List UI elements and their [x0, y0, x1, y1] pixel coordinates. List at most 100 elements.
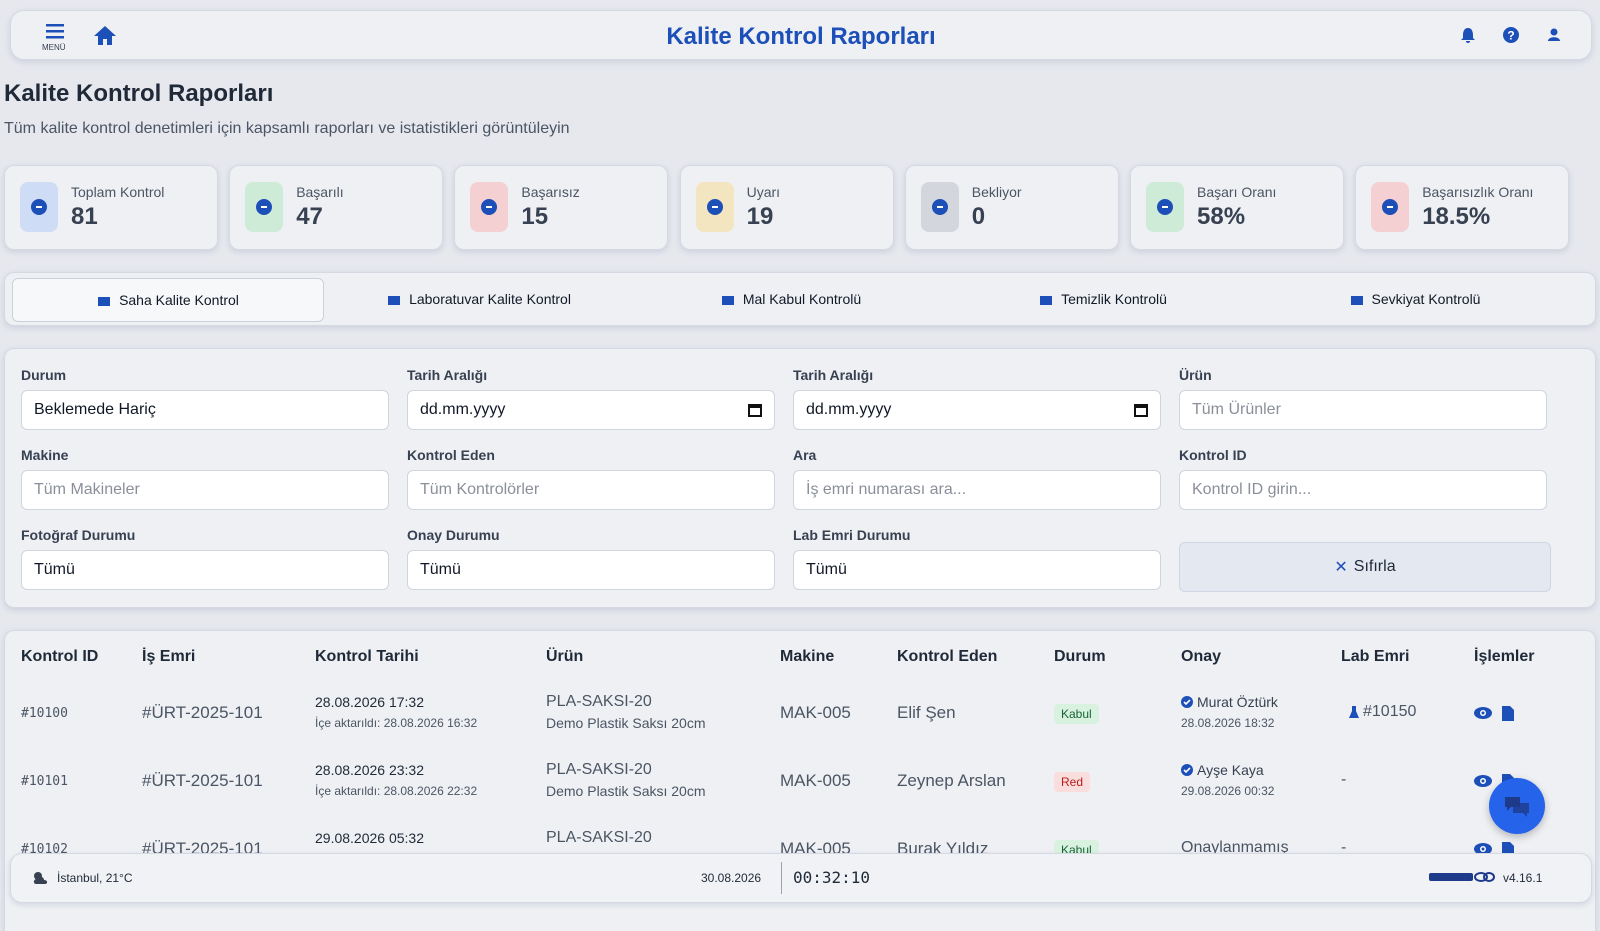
filter-input[interactable]: İş emri numarası ara...	[793, 470, 1161, 510]
stat-glyph-svg	[481, 199, 498, 215]
check-icon	[1181, 764, 1193, 776]
column-header: İşlemler	[1474, 648, 1535, 665]
tab-icon	[1039, 292, 1053, 306]
filter-input[interactable]: dd.mm.yyyy	[793, 390, 1161, 430]
filter-label: Makine	[21, 447, 69, 463]
reset-button[interactable]: ✕ Sıfırla	[1179, 542, 1551, 592]
divider	[781, 862, 782, 894]
view-button[interactable]	[1474, 774, 1492, 789]
control-date: 28.08.2026 23:32	[315, 762, 424, 778]
view-button-svg	[1474, 707, 1492, 719]
brand-logo	[1429, 872, 1495, 882]
tab-icon-svg	[721, 296, 734, 305]
stat-icon	[1146, 182, 1184, 232]
tab[interactable]: Mal Kabul Kontrolü	[636, 278, 946, 320]
stat-icon	[1371, 182, 1410, 232]
stat-glyph	[255, 198, 273, 216]
lab-order: -	[1341, 771, 1346, 789]
filter-label: Lab Emri Durumu	[793, 527, 911, 543]
view-button-svg	[1474, 775, 1492, 787]
stat-glyph-svg	[1157, 199, 1173, 215]
filter-input[interactable]: Tüm Ürünler	[1179, 390, 1547, 430]
stat-glyph	[1156, 198, 1174, 216]
view-button[interactable]	[1474, 842, 1492, 857]
flask-icon	[1349, 705, 1359, 719]
stat-card: Başarı Oranı 58%	[1130, 165, 1344, 250]
product-code: PLA-SAKSI-20	[546, 829, 652, 846]
tab-label: Mal Kabul Kontrolü	[742, 291, 862, 307]
work-order: #ÜRT-2025-101	[142, 771, 263, 790]
filter-value: Tüm Ürünler	[1192, 401, 1281, 418]
filter-input[interactable]: Tüm Makineler	[21, 470, 389, 510]
import-note: İçe aktarıldı: 28.08.2026 22:32	[315, 784, 478, 798]
stat-card: Başarılı 47	[229, 165, 444, 250]
stat-card: Bekliyor 0	[904, 165, 1119, 250]
filter-input[interactable]: Tümü	[793, 550, 1161, 590]
approval-status: Onaylanmamış	[1181, 839, 1289, 856]
filter-input[interactable]: Tümü	[407, 550, 775, 590]
filter-value: Tüm Kontrolörler	[420, 481, 540, 498]
filter-label: Ürün	[1179, 367, 1212, 383]
filter-value: Tümü	[806, 561, 847, 578]
filter-input[interactable]: dd.mm.yyyy	[407, 390, 775, 430]
filter-value: Kontrol ID girin...	[1192, 481, 1312, 498]
version: v4.16.1	[1503, 871, 1543, 885]
filter-value: dd.mm.yyyy	[806, 401, 892, 418]
tab[interactable]: Laboratuvar Kalite Kontrol	[324, 278, 634, 320]
stat-card: Başarısız 15	[454, 165, 669, 250]
stat-glyph-svg	[931, 199, 948, 215]
lab-value: -	[1341, 839, 1347, 856]
stat-value: 0	[971, 203, 986, 230]
stat-glyph-svg	[1382, 199, 1399, 215]
tab-icon	[721, 292, 735, 306]
product-code: PLA-SAKSI-20	[546, 693, 652, 710]
stat-icon	[245, 182, 284, 232]
check-icon-svg	[1181, 764, 1193, 776]
flask-icon-svg	[1349, 705, 1359, 718]
help-button[interactable]: ?	[1502, 26, 1520, 44]
filter-input[interactable]: Kontrol ID girin...	[1179, 470, 1547, 510]
stat-glyph	[931, 198, 949, 216]
control-date: 28.08.2026 17:32	[315, 694, 424, 710]
chat-button[interactable]	[1489, 778, 1545, 834]
work-order: #ÜRT-2025-101	[142, 703, 263, 722]
footer-time: 00:32:10	[793, 868, 871, 887]
tab-icon-svg	[1040, 296, 1053, 305]
filter-input[interactable]: Tüm Kontrolörler	[407, 470, 775, 510]
footer: İstanbul, 21°C 30.08.2026 00:32:10 v4.16…	[10, 853, 1592, 903]
pdf-button[interactable]	[1502, 706, 1514, 721]
approver-name: Murat Öztürk	[1197, 694, 1278, 710]
stat-value: 19	[746, 203, 774, 230]
notification-button[interactable]	[1459, 26, 1477, 44]
filter-input[interactable]: Tümü	[21, 550, 389, 590]
tab-icon	[387, 292, 401, 306]
tab[interactable]: Sevkiyat Kontrolü	[1260, 278, 1570, 320]
calendar-icon	[1134, 403, 1148, 417]
filter-label: Fotoğraf Durumu	[21, 527, 136, 543]
user-button[interactable]	[1546, 26, 1562, 44]
stat-value: 81	[71, 203, 98, 230]
filter-label: Tarih Aralığı	[407, 367, 488, 383]
menu-button[interactable]	[43, 23, 67, 41]
weather-icon	[33, 872, 48, 884]
stat-label: Başarı Oranı	[1197, 184, 1277, 200]
page-subtitle: Tüm kalite kontrol denetimleri için kaps…	[4, 120, 570, 137]
column-header: Kontrol Eden	[897, 648, 998, 665]
filter-input[interactable]: Beklemede Hariç	[21, 390, 389, 430]
tab[interactable]: Temizlik Kontrolü	[948, 278, 1258, 320]
svg-text:?: ?	[1507, 29, 1514, 43]
stat-glyph-svg	[256, 199, 273, 215]
filter-value: Beklemede Hariç	[34, 401, 156, 418]
filter-label: Kontrol Eden	[407, 447, 495, 463]
home-button[interactable]	[93, 24, 117, 46]
column-header: Onay	[1181, 648, 1222, 665]
tab[interactable]: Saha Kalite Kontrol	[12, 278, 324, 322]
filter-value: Tüm Makineler	[34, 481, 140, 498]
view-button[interactable]	[1474, 706, 1492, 721]
stat-label: Başarılı	[296, 184, 344, 200]
pdf-button-svg	[1502, 706, 1514, 721]
stat-label: Toplam Kontrol	[71, 184, 165, 200]
lab-value: -	[1341, 771, 1347, 788]
approver: Murat Öztürk	[1181, 694, 1278, 710]
